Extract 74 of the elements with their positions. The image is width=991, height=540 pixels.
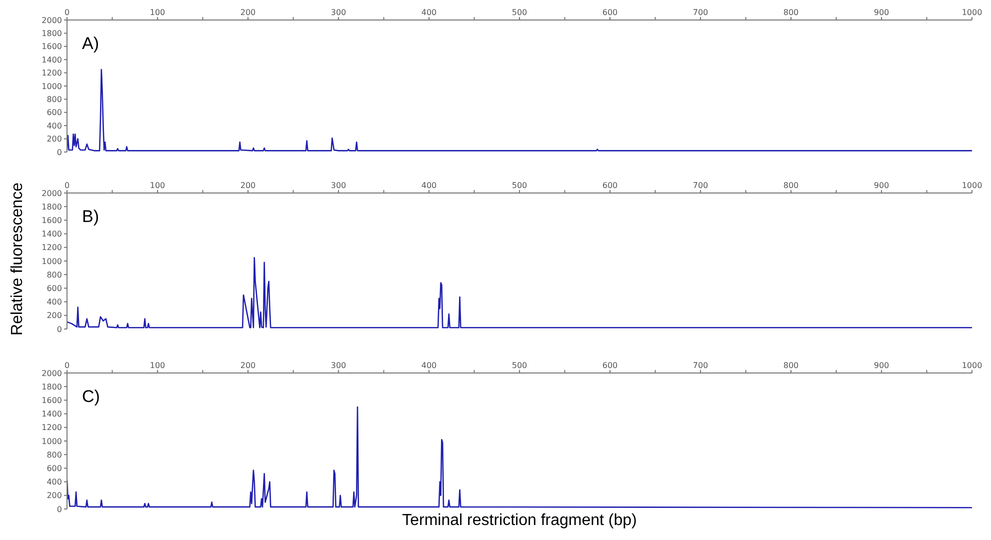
x-tick-label: 400	[421, 181, 437, 190]
x-tick-label: 500	[512, 8, 528, 17]
y-tick-label: 1400	[42, 55, 62, 64]
y-tick-label: 1400	[42, 410, 62, 419]
x-tick-label: 100	[150, 8, 166, 17]
x-tick-label: 700	[692, 361, 708, 370]
x-tick-label: 500	[512, 181, 528, 190]
x-tick-label: 400	[421, 361, 437, 370]
x-tick-label: 100	[150, 361, 166, 370]
y-tick-label: 1600	[42, 42, 62, 52]
y-tick-label: 800	[46, 270, 62, 280]
y-tick-label: 400	[46, 121, 62, 130]
y-tick-label: 600	[46, 464, 62, 474]
x-tick-label: 600	[602, 181, 618, 190]
line-series	[67, 68, 972, 152]
y-tick-label: 1000	[42, 436, 62, 446]
y-tick-label: 800	[46, 95, 62, 104]
y-tick-label: 200	[46, 134, 62, 144]
x-tick-label: 800	[783, 8, 799, 17]
x-tick-label: 200	[240, 8, 256, 17]
x-tick-label: 600	[602, 8, 618, 17]
y-tick-label: 1000	[42, 256, 62, 266]
y-axis-title: Relative fluorescence	[9, 182, 27, 338]
annotation: C)	[82, 387, 100, 407]
y-tick-label: 1800	[42, 29, 62, 38]
y-tick-label: 1600	[42, 396, 62, 406]
x-tick-label: 800	[783, 181, 799, 190]
x-tick-label: 0	[64, 361, 70, 370]
y-tick-label: 800	[46, 450, 62, 460]
y-tick-label: 600	[46, 108, 62, 118]
x-tick-label: 600	[602, 361, 618, 370]
x-tick-label: 1000	[962, 8, 982, 17]
annotation: B)	[82, 207, 99, 227]
y-tick-label: 1400	[42, 230, 62, 239]
x-tick-label: 800	[783, 361, 799, 370]
y-tick-label: 1800	[42, 202, 62, 212]
x-tick-label: 300	[330, 181, 346, 190]
x-tick-label: 900	[874, 181, 890, 190]
y-tick-label: 1200	[42, 423, 62, 432]
y-tick-label: 600	[46, 284, 62, 294]
x-tick-label: 700	[692, 181, 708, 190]
y-tick-label: 1200	[42, 243, 62, 252]
y-tick-label: 200	[46, 491, 62, 500]
y-tick-label: 1800	[42, 382, 62, 392]
y-tick-label: 400	[46, 478, 62, 487]
line-series	[67, 406, 972, 508]
y-tick-label: 0	[56, 148, 62, 157]
y-tick-label: 0	[56, 324, 62, 334]
y-tick-label: 1600	[42, 216, 62, 226]
y-tick-label: 2000	[42, 16, 62, 25]
y-tick-label: 0	[56, 504, 62, 514]
line-series	[67, 256, 972, 328]
x-tick-label: 900	[874, 361, 890, 370]
x-tick-label: 100	[150, 181, 166, 190]
y-tick-label: 1200	[42, 68, 62, 78]
x-tick-label: 0	[64, 181, 70, 190]
x-tick-label: 500	[512, 361, 528, 370]
y-tick-label: 1000	[42, 82, 62, 91]
x-tick-label: 1000	[962, 181, 982, 190]
x-axis-title: Terminal restriction fragment (bp)	[401, 512, 638, 530]
x-tick-label: 1000	[962, 361, 982, 370]
y-tick-label: 200	[46, 311, 62, 320]
x-tick-label: 700	[692, 8, 708, 17]
x-tick-label: 900	[874, 8, 890, 17]
x-tick-label: 0	[64, 8, 70, 17]
x-tick-label: 300	[330, 8, 346, 17]
x-tick-label: 300	[330, 361, 346, 370]
x-tick-label: 400	[421, 8, 437, 17]
y-tick-label: 2000	[42, 188, 62, 198]
x-tick-label: 200	[240, 361, 256, 370]
y-tick-label: 2000	[42, 368, 62, 378]
annotation: A)	[82, 34, 99, 54]
y-tick-label: 400	[46, 298, 62, 307]
x-tick-label: 200	[240, 181, 256, 190]
